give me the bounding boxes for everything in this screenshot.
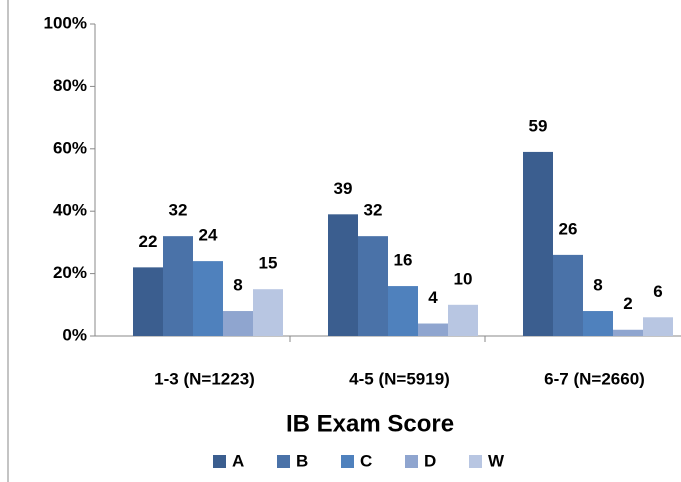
value-label: 6 — [653, 282, 662, 301]
legend-swatch — [277, 455, 290, 468]
bar — [418, 323, 448, 336]
value-label: 24 — [199, 226, 218, 245]
value-label: 59 — [529, 116, 548, 135]
value-label: 8 — [233, 276, 242, 295]
legend-swatch — [341, 455, 354, 468]
x-tick-label: 6-7 (N=2660) — [544, 369, 645, 388]
legend-label: B — [296, 451, 308, 470]
value-label: 15 — [259, 254, 278, 273]
bar — [388, 286, 418, 336]
bar — [193, 261, 223, 336]
x-axis-title: IB Exam Score — [286, 410, 454, 437]
legend-swatch — [405, 455, 418, 468]
bar — [223, 311, 253, 336]
bar — [133, 267, 163, 336]
bar — [358, 236, 388, 336]
legend-label: W — [488, 451, 505, 470]
bar — [328, 214, 358, 336]
bar — [523, 151, 553, 336]
legend-swatch — [469, 455, 482, 468]
bar — [553, 254, 583, 336]
bar — [163, 236, 193, 336]
bar — [613, 329, 643, 336]
y-tick-label: 40% — [53, 201, 87, 220]
bar — [643, 317, 673, 336]
value-label: 16 — [394, 251, 413, 270]
legend-label: D — [424, 451, 436, 470]
bar — [253, 289, 283, 336]
y-tick-label: 100% — [44, 13, 87, 32]
value-label: 8 — [593, 276, 602, 295]
value-label: 4 — [428, 288, 438, 307]
x-tick-label: 4-5 (N=5919) — [349, 369, 450, 388]
value-label: 10 — [454, 269, 473, 288]
y-tick-label: 0% — [62, 325, 87, 344]
legend-label: C — [360, 451, 372, 470]
value-label: 32 — [169, 201, 188, 220]
x-tick-label: 1-3 (N=1223) — [154, 369, 255, 388]
y-tick-label: 20% — [53, 263, 87, 282]
legend-swatch — [213, 455, 226, 468]
value-label: 32 — [364, 201, 383, 220]
legend-label: A — [232, 451, 244, 470]
y-tick-label: 80% — [53, 76, 87, 95]
bar — [448, 304, 478, 336]
y-tick-label: 60% — [53, 138, 87, 157]
bar — [583, 311, 613, 336]
value-label: 22 — [139, 232, 158, 251]
value-label: 2 — [623, 294, 632, 313]
value-label: 26 — [559, 219, 578, 238]
value-label: 39 — [334, 179, 353, 198]
